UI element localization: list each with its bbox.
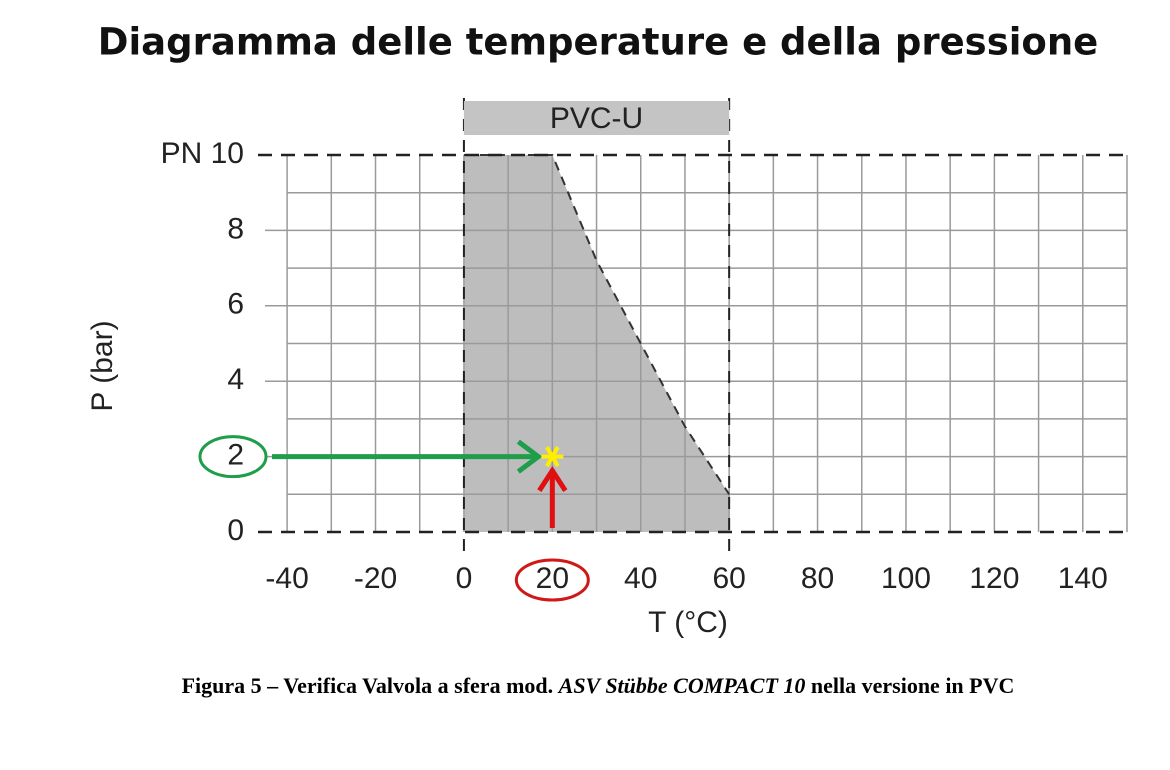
highlight-circle [198,435,268,479]
x-tick-label: 40 [624,562,657,595]
y-tick-label: PN 10 [161,137,244,170]
caption-text: Figura 5 – Verifica Valvola a sfera mod. [182,673,559,698]
x-tick-label: -40 [265,562,308,595]
arrow-head [537,466,568,492]
caption-text: nella versione in PVC [805,673,1014,698]
operating-point [541,446,564,468]
caption-italic: ASV Stübbe COMPACT 10 [557,673,806,698]
y-tick-label: 0 [227,514,244,547]
y-tick-label: 8 [227,212,244,245]
x-tick-label: 20 [536,562,569,595]
band [463,101,730,135]
x-tick-label: 0 [456,562,473,595]
band-label: PVC-U [550,102,643,135]
area-outline [463,154,730,495]
y-tick-label: 2 [227,439,244,472]
highlight-circle [514,558,590,602]
arrow-head [516,439,543,474]
x-tick-label: 120 [969,562,1019,595]
y-tick-label: 6 [227,288,244,321]
x-tick-label: 100 [881,562,931,595]
x-axis-label: T (°C) [648,606,728,639]
x-tick-label: 60 [712,562,745,595]
chart-title: Diagramma delle temperature e della pres… [98,21,1099,64]
x-tick-label: 140 [1058,562,1108,595]
point-stroke [545,446,560,468]
x-tick-label: -20 [354,562,397,595]
x-tick-label: 80 [801,562,834,595]
caption: Figura 5 – Verifica Valvola a sfera mod.… [182,673,1015,698]
y-axis-label: P (bar) [86,320,119,411]
y-tick-label: 4 [227,363,244,396]
